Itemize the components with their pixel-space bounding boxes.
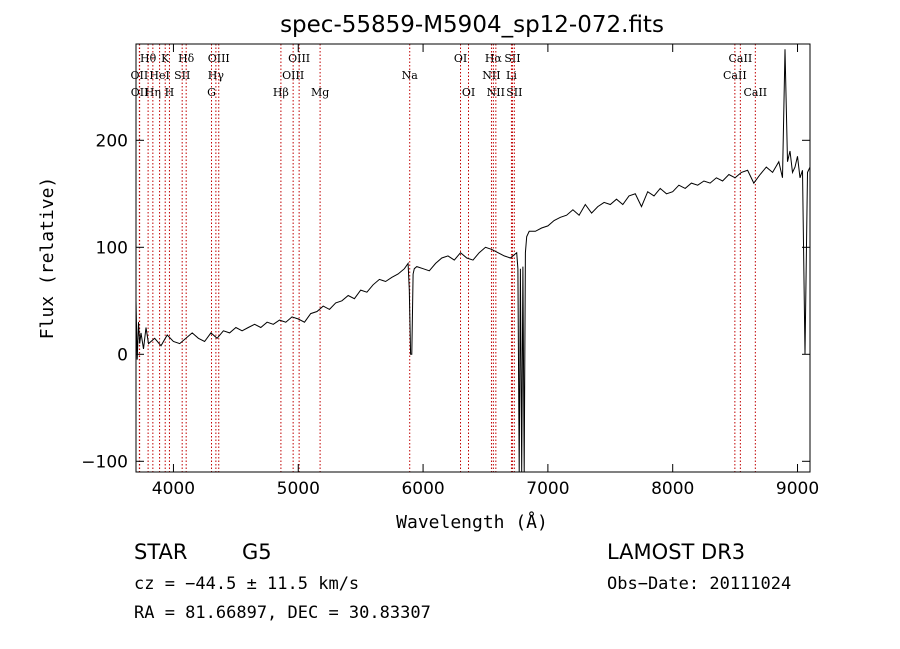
marker-label: Hβ (273, 86, 289, 99)
marker-label: Hη (145, 86, 161, 99)
marker-label: OIII (208, 52, 230, 65)
y-tick-label: 100 (96, 238, 128, 258)
marker-label: OII (131, 86, 149, 99)
marker-label: Hθ (140, 52, 157, 65)
marker-label: Mg (311, 86, 329, 99)
marker-label: NII (487, 86, 505, 99)
axis-ticks: 4000 5000 6000 7000 8000 9000 −100 0 100 200 (81, 44, 819, 499)
obs-date: Obs−Date: 20111024 (607, 574, 792, 594)
chart-title: spec-55859-M5904_sp12-072.fits (280, 12, 664, 38)
y-tick-label: 0 (117, 345, 128, 365)
marker-label: SII (504, 52, 520, 65)
marker-label: OI (454, 52, 467, 65)
object-subclass: G5 (242, 540, 272, 564)
series-group (135, 49, 811, 473)
x-axis-label: Wavelength (Å) (396, 511, 548, 533)
marker-label: SII (174, 69, 190, 82)
marker-label: Na (402, 69, 419, 82)
marker-label: OIII (282, 69, 304, 82)
marker-label: NII (482, 69, 500, 82)
x-tick-label: 8000 (651, 479, 694, 499)
marker-label: Hδ (178, 52, 195, 65)
series-line-flux (135, 49, 811, 473)
marker-label: OIII (288, 52, 310, 65)
x-tick-label: 4000 (152, 479, 195, 499)
y-axis-label: Flux (relative) (37, 177, 58, 340)
marker-label: CaII (723, 69, 747, 82)
marker-label: CaII (729, 52, 753, 65)
marker-label: K (161, 52, 170, 65)
marker-label: Hγ (208, 69, 225, 82)
y-tick-label: −100 (81, 452, 128, 472)
y-tick-label: 200 (96, 131, 128, 151)
object-class: STAR (134, 540, 188, 564)
marker-label: H (165, 86, 175, 99)
marker-label: HeI (149, 69, 169, 82)
marker-label: OI (462, 86, 475, 99)
marker-label: CaII (743, 86, 767, 99)
marker-label: G (207, 86, 216, 99)
x-tick-label: 5000 (277, 479, 320, 499)
x-tick-label: 7000 (526, 479, 569, 499)
marker-label: Li (506, 69, 517, 82)
redshift-readout: cz = −44.5 ± 11.5 km/s (134, 574, 360, 594)
coordinates: RA = 81.66897, DEC = 30.83307 (134, 603, 431, 623)
x-tick-label: 6000 (401, 479, 444, 499)
x-tick-label: 9000 (776, 479, 819, 499)
marker-label: Hα (485, 52, 503, 65)
survey-name: LAMOST DR3 (607, 540, 746, 564)
plot-frame (135, 43, 811, 473)
marker-label: SII (506, 86, 522, 99)
